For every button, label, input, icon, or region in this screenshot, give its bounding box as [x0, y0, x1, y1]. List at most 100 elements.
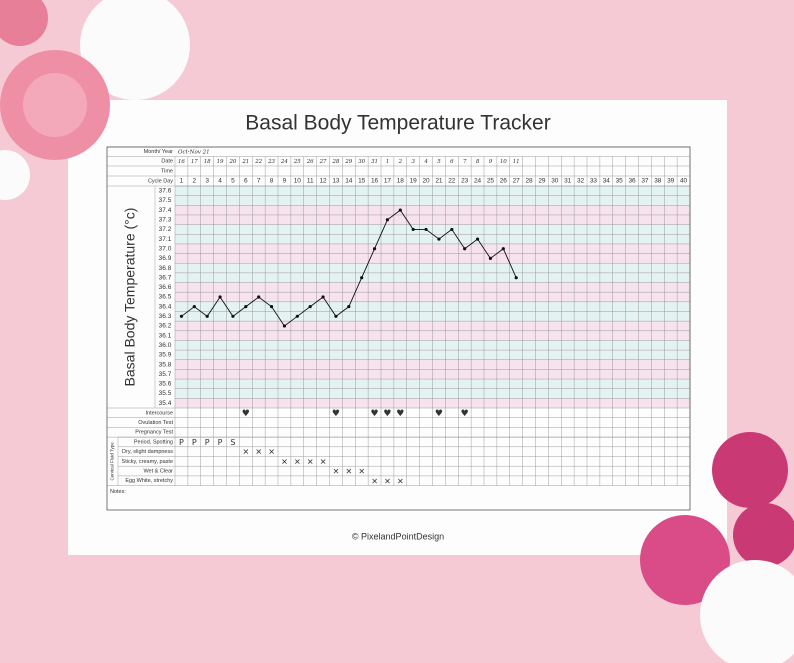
flowers-top-left: [0, 0, 190, 200]
date: 27: [319, 159, 327, 165]
notes-label: Notes:: [110, 489, 126, 495]
cycle-day: 38: [654, 178, 662, 185]
date: 7: [463, 159, 467, 165]
date: 18: [204, 159, 211, 165]
entry: ♥: [332, 409, 340, 419]
cycle-day: 14: [345, 178, 353, 185]
cycle-day: 35: [616, 178, 624, 185]
date: 25: [293, 159, 301, 165]
date: 4: [423, 159, 428, 165]
entry: ✕: [255, 448, 262, 457]
cycle-day: 12: [319, 178, 327, 185]
y-tick-label: 37.6: [159, 188, 172, 195]
row-label: Ovulation Test: [138, 420, 173, 426]
date: 31: [371, 159, 378, 165]
temp-point: [514, 276, 518, 280]
temp-point: [437, 237, 441, 241]
cycle-day: 39: [667, 178, 675, 185]
y-tick-label: 37.2: [159, 226, 172, 233]
cycle-day: 3: [205, 178, 209, 185]
temp-point: [295, 314, 299, 318]
cycle-day: 33: [590, 178, 598, 185]
month-year: Oct-Nov 21: [178, 149, 210, 155]
row-label: Month/ Year: [144, 149, 174, 155]
temp-point: [244, 305, 248, 309]
row-label: Time: [161, 168, 173, 174]
y-tick-label: 37.3: [159, 217, 172, 224]
y-tick-label: 37.1: [159, 236, 172, 243]
y-tick-label: 35.6: [159, 381, 172, 388]
y-tick-label: 36.9: [159, 255, 172, 262]
temp-point: [205, 314, 209, 318]
row-label: Pregnancy Test: [135, 430, 173, 436]
entry: P: [192, 438, 197, 447]
row-label: Dry, slight dampness: [122, 449, 173, 455]
cycle-day: 28: [525, 178, 533, 185]
entry: ✕: [384, 477, 391, 486]
frame: [106, 146, 691, 511]
temp-point: [282, 324, 287, 328]
temp-point: [360, 276, 364, 280]
date: 24: [280, 159, 288, 165]
date: 5: [437, 159, 441, 165]
y-tick-label: 35.5: [159, 390, 172, 397]
y-tick-label: 35.4: [159, 400, 172, 407]
date: 28: [331, 159, 339, 165]
cycle-day: 34: [603, 178, 611, 185]
entry: ✕: [268, 448, 275, 457]
cycle-day: 17: [384, 178, 392, 185]
temp-point: [192, 305, 196, 309]
entry: ♥: [396, 409, 404, 419]
entry: ♥: [371, 409, 379, 419]
cycle-day: 13: [332, 178, 340, 185]
entry: ✕: [397, 477, 404, 486]
temp-point: [463, 247, 467, 251]
y-tick-label: 36.7: [159, 274, 172, 281]
temp-point: [398, 208, 402, 212]
y-tick-label: 35.7: [159, 371, 172, 378]
date: 22: [254, 159, 262, 165]
cycle-day: 27: [513, 178, 521, 185]
row-label: Intercourse: [145, 410, 173, 416]
entry: P: [179, 438, 184, 447]
cycle-day: 40: [680, 178, 688, 185]
cycle-day: 16: [371, 178, 379, 185]
cycle-day: 37: [641, 178, 649, 185]
date: 3: [411, 159, 415, 165]
temp-point: [334, 314, 338, 318]
cycle-day: 30: [551, 178, 559, 185]
temp-point: [488, 256, 493, 260]
date: 6: [450, 159, 454, 165]
title: Basal Body Temperature Tracker: [245, 112, 550, 135]
y-tick-label: 36.4: [159, 303, 172, 310]
y-tick-label: 37.5: [159, 197, 172, 204]
temp-point: [179, 314, 184, 318]
cycle-day: 23: [461, 178, 469, 185]
date: 21: [241, 159, 249, 165]
temp-point: [372, 247, 377, 251]
date: 17: [191, 159, 198, 165]
entry: ✕: [294, 457, 301, 466]
cycle-day: 9: [283, 178, 287, 185]
y-tick-label: 36.1: [159, 332, 172, 339]
cycle-day: 1: [180, 178, 184, 185]
entry: ✕: [358, 467, 365, 476]
entry: ✕: [345, 467, 352, 476]
cycle-day: 36: [628, 178, 636, 185]
entry: P: [205, 438, 210, 447]
entry: ♥: [242, 409, 250, 419]
flowers-bottom-right: [640, 432, 794, 663]
cycle-day: 2: [193, 178, 197, 185]
temp-point: [231, 314, 235, 318]
temp-point: [269, 305, 274, 309]
temp-point: [257, 295, 261, 299]
cycle-day: 22: [448, 178, 456, 185]
cycle-day: 32: [577, 178, 585, 185]
date: 2: [398, 159, 403, 165]
cycle-day: 18: [397, 178, 405, 185]
date: 19: [217, 159, 224, 165]
date: 30: [358, 159, 365, 165]
temp-point: [501, 247, 505, 251]
entry: ✕: [242, 448, 249, 457]
